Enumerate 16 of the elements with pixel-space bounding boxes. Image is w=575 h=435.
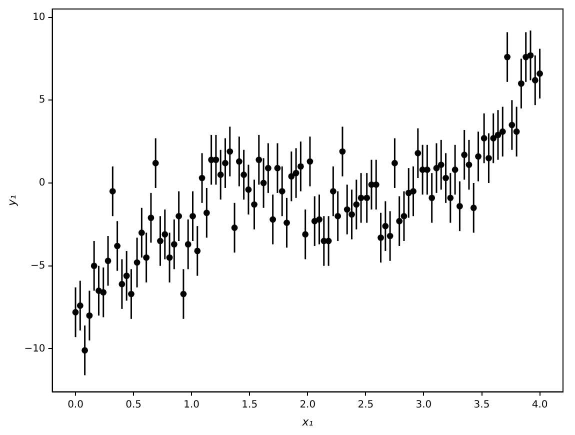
y-tick-label: 5 [38, 94, 46, 106]
y-tick-label: −5 [30, 260, 46, 272]
x-tick-label: 4.0 [532, 399, 548, 410]
x-tick-label: 2.5 [358, 399, 374, 410]
x-tick-label: 1.0 [184, 399, 200, 410]
x-tick-label: 0.0 [68, 399, 84, 410]
x-tick-label: 0.5 [126, 399, 142, 410]
y-tick-label: −10 [24, 343, 46, 354]
x-tick-label: 1.5 [242, 399, 258, 410]
x-axis-title: x₁ [301, 415, 314, 428]
y-tick-label: 10 [32, 12, 46, 23]
y-axis-title: y₁ [5, 194, 18, 207]
x-tick-label: 3.5 [474, 399, 490, 410]
x-tick-label: 3.0 [416, 399, 432, 410]
y-tick-label: 0 [38, 178, 46, 189]
x-tick-label: 2.0 [300, 399, 316, 410]
